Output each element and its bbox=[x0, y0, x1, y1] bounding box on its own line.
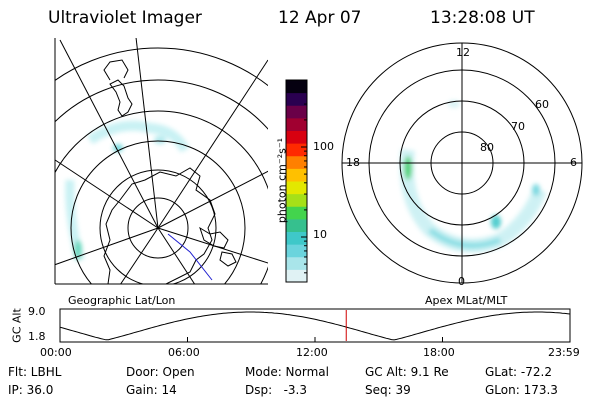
orbit-ytick-1-8: 1.8 bbox=[28, 330, 46, 343]
status-glat: GLat: -72.2 bbox=[485, 365, 552, 379]
geographic-map bbox=[55, 38, 268, 284]
coastlines bbox=[103, 59, 237, 284]
latitude-circles bbox=[55, 47, 268, 284]
mlt-label-12: 12 bbox=[456, 46, 470, 59]
left-map-frame bbox=[54, 38, 268, 285]
colorbar-segment bbox=[286, 168, 307, 182]
colorbar-segment bbox=[286, 130, 307, 144]
colorbar-segment bbox=[286, 206, 307, 220]
status-mode: Mode: Normal bbox=[245, 365, 329, 379]
mlt-label-18: 18 bbox=[346, 156, 360, 169]
status-door: Door: Open bbox=[126, 365, 195, 379]
colorbar-segment bbox=[286, 181, 307, 195]
status-seq: Seq: 39 bbox=[365, 383, 411, 397]
mlat-label-60: 60 bbox=[535, 98, 549, 111]
instrument-title: Ultraviolet Imager bbox=[48, 8, 202, 28]
colorbar-segment bbox=[286, 92, 307, 106]
colorbar-segment bbox=[286, 256, 307, 270]
time-label: 13:28:08 UT bbox=[430, 8, 535, 28]
orbit-xtick-1800: 18:00 bbox=[423, 346, 455, 359]
colorbar-segment bbox=[286, 143, 307, 157]
orbit-xtick-2359: 23:59 bbox=[548, 346, 580, 359]
colorbar-segment bbox=[286, 218, 307, 232]
colorbar-segment bbox=[286, 117, 307, 131]
orbit-xtick-0000: 00:00 bbox=[40, 346, 72, 359]
colorbar-tick-10: 10 bbox=[313, 228, 327, 241]
mlt-lines bbox=[342, 43, 582, 283]
orbit-ylabel: GC Alt bbox=[10, 308, 24, 343]
colorbar-segment bbox=[286, 155, 307, 169]
left-map-caption: Geographic Lat/Lon bbox=[68, 294, 176, 307]
date-label: 12 Apr 07 bbox=[278, 8, 362, 28]
colorbar bbox=[285, 79, 308, 283]
orbit-xtick-1200: 12:00 bbox=[296, 346, 328, 359]
colorbar-segment bbox=[286, 244, 307, 258]
status-flt: Flt: LBHL bbox=[8, 365, 62, 379]
colorbar-segment bbox=[286, 231, 307, 245]
colorbar-segment bbox=[286, 105, 307, 119]
orbit-altitude-plot bbox=[59, 308, 571, 343]
aurora-glow-left bbox=[65, 120, 190, 262]
mlt-label-0: 0 bbox=[458, 275, 465, 288]
orbit-altitude-curve bbox=[59, 311, 571, 341]
orbit-ytick-9: 9.0 bbox=[28, 305, 46, 318]
right-map-caption: Apex MLat/MLT bbox=[425, 294, 508, 307]
mlat-label-70: 70 bbox=[511, 120, 525, 133]
colorbar-frame bbox=[285, 79, 308, 283]
meridian-lines bbox=[55, 38, 268, 284]
magnetic-polar-map bbox=[341, 42, 583, 284]
colorbar-segment bbox=[286, 269, 307, 283]
status-dsp: Dsp: -3.3 bbox=[245, 383, 308, 397]
colorbar-segment bbox=[286, 80, 307, 94]
status-gc-alt: GC Alt: 9.1 Re bbox=[365, 365, 449, 379]
mlt-label-6: 6 bbox=[570, 156, 577, 169]
status-ip: IP: 36.0 bbox=[8, 383, 54, 397]
colorbar-unit-label: photon cm⁻²s⁻¹ bbox=[275, 137, 289, 224]
status-gain: Gain: 14 bbox=[126, 383, 177, 397]
satellite-track bbox=[167, 233, 213, 281]
mlat-label-80: 80 bbox=[480, 141, 494, 154]
orbit-x-ticks bbox=[59, 337, 571, 342]
colorbar-segment bbox=[286, 193, 307, 207]
status-glon: GLon: 173.3 bbox=[485, 383, 558, 397]
orbit-xtick-0600: 06:00 bbox=[168, 346, 200, 359]
aurora-glow-right bbox=[399, 100, 547, 253]
colorbar-tick-100: 100 bbox=[313, 140, 334, 153]
